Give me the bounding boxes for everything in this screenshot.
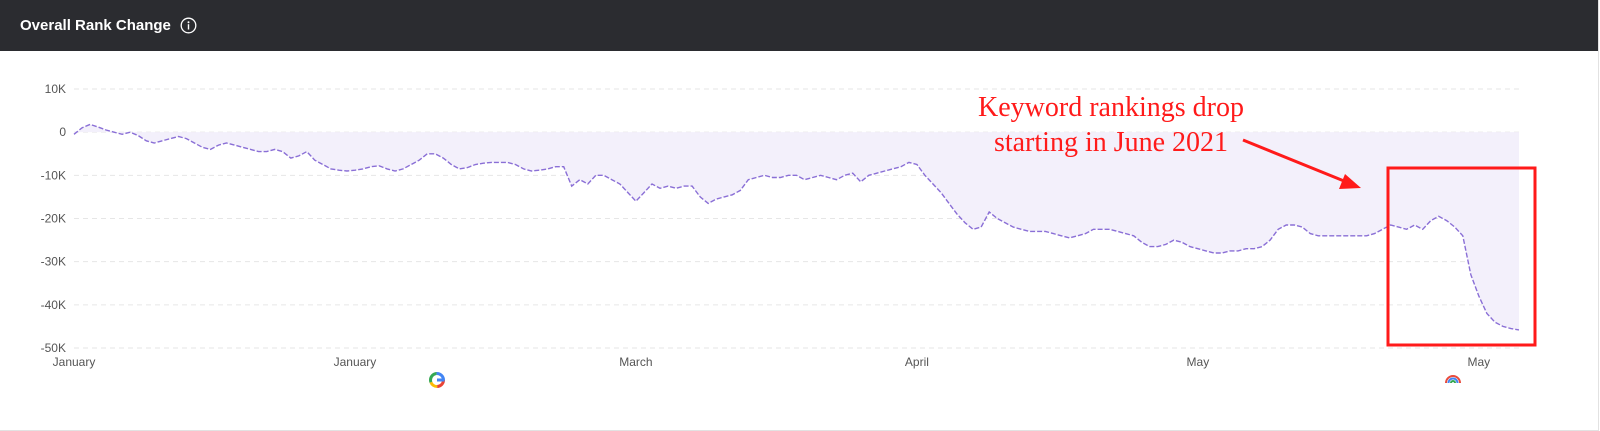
rank-change-line xyxy=(73,123,1520,331)
y-tick-label: -50K xyxy=(41,341,66,355)
y-tick-label: -40K xyxy=(41,298,66,312)
y-tick-label: -20K xyxy=(41,212,66,226)
x-axis-ticks: January January March April May May xyxy=(53,355,1491,369)
annotation-line-1: Keyword rankings drop xyxy=(978,92,1244,123)
rank-change-area xyxy=(74,124,1519,330)
y-axis-ticks: 10K 0 -10K -20K -30K -40K -50K xyxy=(41,82,67,355)
card-title: Overall Rank Change xyxy=(20,17,171,34)
annotation: Keyword rankings drop starting in June 2… xyxy=(978,92,1537,347)
rank-change-chart: 10K 0 -10K -20K -30K -40K -50K January January M… xyxy=(41,82,1537,388)
x-tick-label: May xyxy=(1468,355,1491,369)
y-tick-label: 0 xyxy=(59,125,66,139)
google-logo-icon[interactable] xyxy=(429,372,445,388)
annotation-line-2: starting in June 2021 xyxy=(994,127,1228,158)
x-tick-label: March xyxy=(619,355,652,369)
annotation-arrow-shaft xyxy=(1242,138,1345,183)
x-tick-label: May xyxy=(1187,355,1210,369)
annotation-arrow-head xyxy=(1339,174,1361,189)
x-tick-label: January xyxy=(334,355,377,369)
y-tick-label: 10K xyxy=(45,82,66,96)
card-header: Overall Rank Change xyxy=(0,0,1598,51)
x-tick-label: January xyxy=(53,355,96,369)
x-tick-label: April xyxy=(905,355,929,369)
y-tick-label: -10K xyxy=(41,168,66,182)
annotation-highlight-box xyxy=(1386,166,1537,347)
rainbow-update-icon[interactable] xyxy=(1445,375,1461,384)
y-tick-label: -30K xyxy=(41,255,66,269)
info-circle-icon[interactable] xyxy=(180,17,197,34)
